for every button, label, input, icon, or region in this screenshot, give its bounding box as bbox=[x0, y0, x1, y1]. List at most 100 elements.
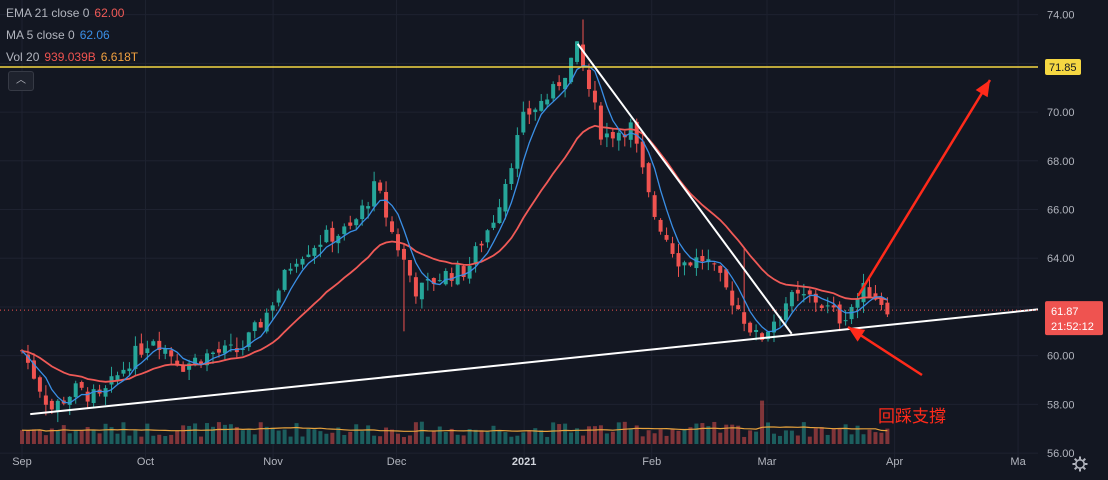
candle-body bbox=[372, 181, 377, 207]
volume-bar bbox=[193, 423, 198, 444]
candle-body bbox=[598, 105, 603, 140]
candle-body bbox=[407, 260, 412, 276]
candle-body bbox=[85, 391, 90, 402]
candle-body bbox=[390, 221, 395, 232]
candle-body bbox=[569, 57, 574, 83]
candle-body bbox=[563, 77, 568, 90]
gear-icon[interactable] bbox=[1072, 456, 1088, 472]
candle-body bbox=[157, 340, 162, 350]
volume-bar bbox=[437, 426, 442, 444]
volume-bar bbox=[121, 422, 126, 444]
candle-body bbox=[712, 263, 717, 265]
volume-bar bbox=[491, 425, 496, 444]
candle-body bbox=[640, 141, 645, 168]
candle-body bbox=[551, 84, 556, 99]
candle-body bbox=[443, 270, 448, 285]
volume-bar bbox=[509, 436, 514, 444]
volume-bar bbox=[306, 428, 311, 444]
candle-body bbox=[282, 269, 287, 290]
candle-body bbox=[115, 375, 120, 381]
volume-bar bbox=[479, 430, 484, 444]
volume-bar bbox=[342, 434, 347, 444]
candle-body bbox=[575, 41, 580, 62]
volume-bar bbox=[628, 428, 633, 444]
candle-body bbox=[228, 344, 233, 346]
volume-bar bbox=[443, 431, 448, 444]
volume-bar bbox=[801, 422, 806, 444]
candle-body bbox=[813, 293, 818, 303]
volume-bar bbox=[312, 429, 317, 444]
current-price-tag bbox=[1045, 301, 1103, 336]
candle-body bbox=[807, 290, 812, 295]
candle-body bbox=[676, 253, 681, 267]
candle-body bbox=[497, 207, 502, 224]
volume-bar bbox=[431, 431, 436, 444]
volume-bar bbox=[360, 431, 365, 444]
candle-body bbox=[586, 69, 591, 90]
volume-bar bbox=[79, 430, 84, 444]
volume-bar bbox=[330, 432, 335, 444]
volume-bar bbox=[372, 435, 377, 444]
candle-body bbox=[616, 132, 621, 141]
volume-bar bbox=[216, 422, 221, 444]
volume-bar bbox=[575, 428, 580, 444]
candle-body bbox=[163, 347, 168, 354]
candle-body bbox=[330, 227, 335, 242]
trendline bbox=[576, 43, 793, 335]
volume-bar bbox=[127, 435, 132, 444]
candle-body bbox=[700, 255, 705, 262]
volume-bar bbox=[115, 433, 120, 444]
volume-bar bbox=[795, 435, 800, 444]
volume-bar bbox=[222, 424, 227, 444]
candle-body bbox=[264, 312, 269, 332]
candle-body bbox=[139, 343, 144, 355]
collapse-legend-button[interactable]: ︿ bbox=[8, 71, 34, 91]
volume-bar bbox=[61, 425, 66, 444]
candle-body bbox=[175, 360, 180, 366]
time-tick-label: Ma bbox=[1010, 456, 1026, 468]
legend-vol-ma-value: 6.618T bbox=[100, 50, 139, 64]
legend-vol[interactable]: Vol 20 939.039B 6.618T bbox=[6, 46, 138, 68]
candle-body bbox=[306, 254, 311, 258]
volume-bar bbox=[783, 430, 788, 444]
candle-body bbox=[837, 304, 842, 324]
volume-bar bbox=[706, 426, 711, 444]
candle-body bbox=[479, 243, 484, 246]
volume-bar bbox=[760, 400, 765, 444]
volume-bar bbox=[67, 433, 72, 444]
candle-body bbox=[294, 263, 299, 267]
candle-body bbox=[754, 329, 759, 333]
candle-body bbox=[634, 121, 639, 144]
candle-body bbox=[91, 389, 96, 404]
candle-body bbox=[449, 273, 454, 281]
volume-bar bbox=[622, 421, 627, 444]
candle-body bbox=[288, 268, 293, 271]
volume-bar bbox=[527, 430, 532, 444]
volume-bar bbox=[515, 435, 520, 444]
candle-body bbox=[724, 269, 729, 288]
volume-bar bbox=[395, 433, 400, 444]
candle-body bbox=[270, 305, 275, 311]
candle-body bbox=[199, 361, 204, 365]
volume-bar bbox=[163, 436, 168, 444]
volume-bar bbox=[742, 436, 747, 444]
candle-body bbox=[210, 352, 215, 355]
legend-ma[interactable]: MA 5 close 0 62.06 bbox=[6, 24, 138, 46]
volume-bar bbox=[390, 429, 395, 444]
volume-bar bbox=[652, 433, 657, 444]
legend-ema[interactable]: EMA 21 close 0 62.00 bbox=[6, 2, 138, 24]
volume-bar bbox=[533, 428, 538, 444]
candle-body bbox=[539, 100, 544, 111]
candle-body bbox=[342, 226, 347, 235]
volume-ma-line bbox=[21, 426, 888, 432]
volume-bar bbox=[598, 425, 603, 444]
volume-bar bbox=[682, 428, 687, 444]
candle-body bbox=[664, 235, 669, 240]
volume-bar bbox=[300, 436, 305, 444]
volume-bar bbox=[425, 436, 430, 444]
time-tick-label: Dec bbox=[387, 456, 407, 468]
volume-bar bbox=[246, 429, 251, 444]
volume-bar bbox=[175, 430, 180, 444]
volume-bar bbox=[724, 424, 729, 444]
